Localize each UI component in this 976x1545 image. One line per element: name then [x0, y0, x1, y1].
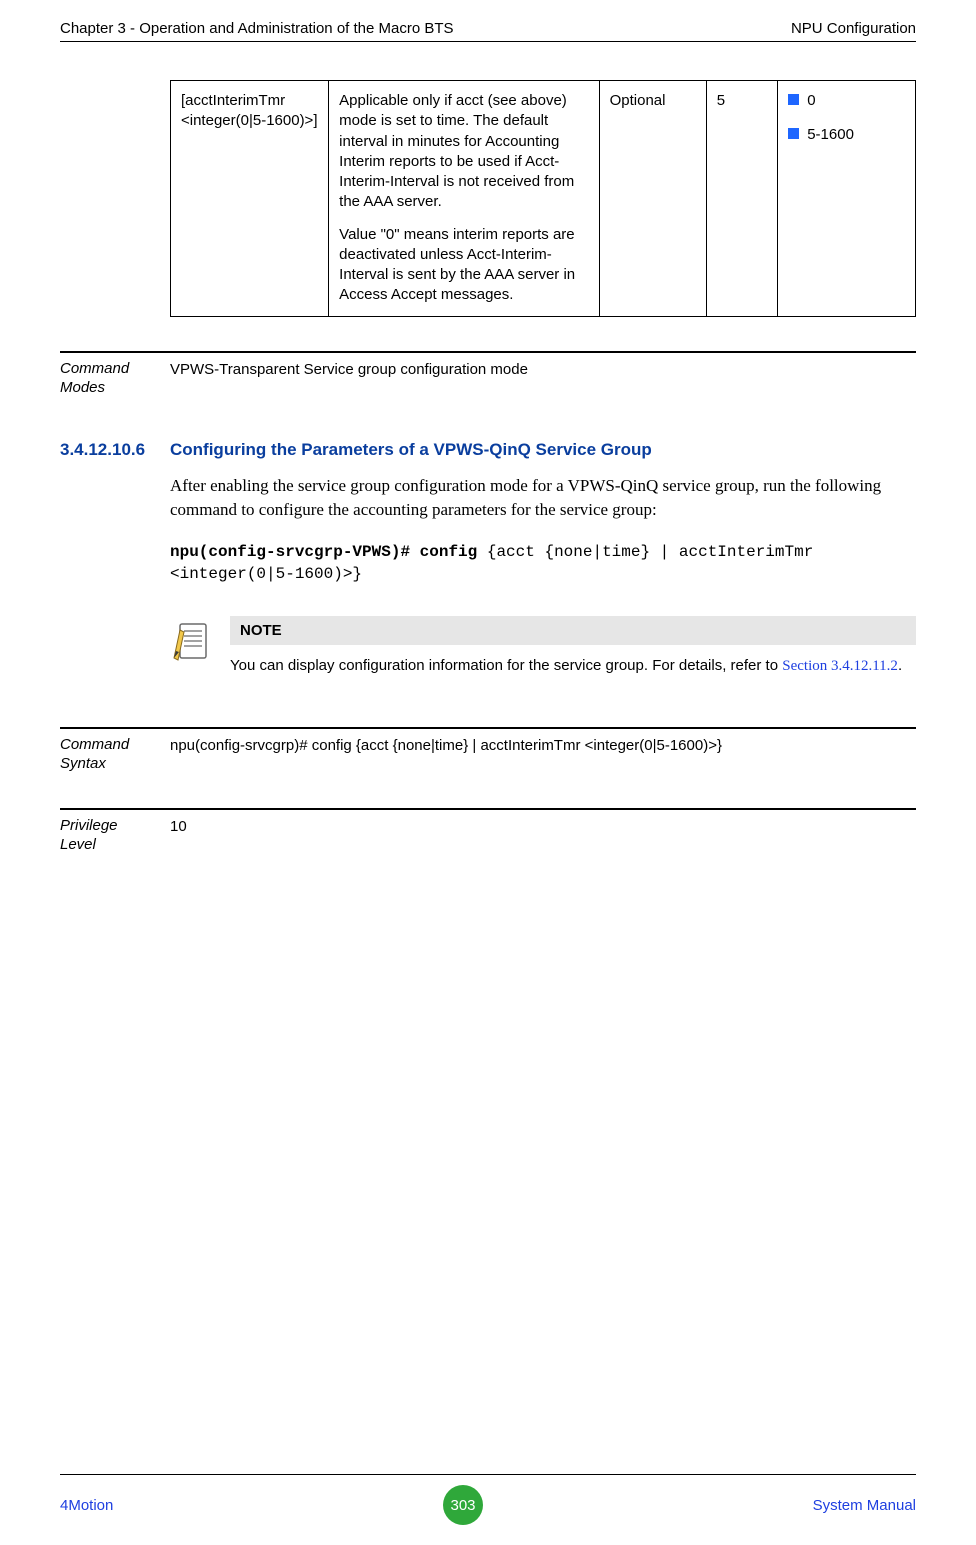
label-line: Syntax — [60, 754, 170, 774]
command-modes-value: VPWS-Transparent Service group configura… — [170, 359, 916, 398]
bullet-icon — [788, 94, 799, 105]
cmd-rest: {acct {none|time} | acctInterimTmr — [477, 543, 813, 561]
footer-rule — [60, 1474, 916, 1475]
label-line: Privilege — [60, 816, 170, 836]
note-text: You can display configuration informatio… — [230, 645, 916, 677]
parameter-table: [acctInterimTmr <integer(0|5-1600)>] App… — [170, 80, 916, 317]
note-icon-cell — [170, 616, 230, 677]
desc-para-1: Applicable only if acct (see above) mode… — [339, 91, 588, 213]
note-heading: NOTE — [230, 616, 916, 645]
table-row: [acctInterimTmr <integer(0|5-1600)>] App… — [171, 81, 916, 317]
privilege-level-block: Privilege Level 10 — [60, 808, 916, 855]
range-item: 0 — [788, 91, 905, 111]
presence-cell: Optional — [599, 81, 706, 317]
cmd-rest-line2: <integer(0|5-1600)>} — [170, 565, 362, 583]
privilege-level-label: Privilege Level — [60, 816, 170, 855]
command-syntax-value: npu(config-srvcgrp)# config {acct {none|… — [170, 735, 916, 774]
section-heading: 3.4.12.10.6 Configuring the Parameters o… — [60, 440, 916, 460]
note-block: NOTE You can display configuration infor… — [170, 616, 916, 677]
page-number-badge: 303 — [443, 1485, 483, 1525]
header-rule — [60, 41, 916, 42]
range-value: 5-1600 — [807, 125, 854, 145]
cmd-bold: npu(config-srvcgrp-VPWS)# config — [170, 543, 477, 561]
desc-para-2: Value "0" means interim reports are deac… — [339, 225, 588, 306]
command-modes-label: Command Modes — [60, 359, 170, 398]
footer-left: 4Motion — [60, 1497, 113, 1514]
label-line: Command — [60, 359, 170, 379]
command-syntax-block: Command Syntax npu(config-srvcgrp)# conf… — [60, 727, 916, 774]
note-body: NOTE You can display configuration infor… — [230, 616, 916, 677]
header-left: Chapter 3 - Operation and Administration… — [60, 20, 454, 37]
default-cell: 5 — [706, 81, 777, 317]
label-line: Command — [60, 735, 170, 755]
label-line: Modes — [60, 378, 170, 398]
note-text-before: You can display configuration informatio… — [230, 657, 782, 674]
desc-cell: Applicable only if acct (see above) mode… — [329, 81, 599, 317]
header-right: NPU Configuration — [791, 20, 916, 37]
param-cell: [acctInterimTmr <integer(0|5-1600)>] — [171, 81, 329, 317]
page-footer: 4Motion 303 System Manual — [60, 1474, 916, 1525]
footer-right: System Manual — [813, 1497, 916, 1514]
note-link[interactable]: Section 3.4.12.11.2 — [782, 658, 898, 674]
bullet-icon — [788, 128, 799, 139]
section-number: 3.4.12.10.6 — [60, 440, 170, 460]
range-cell: 0 5-1600 — [778, 81, 916, 317]
section-title: Configuring the Parameters of a VPWS-Qin… — [170, 440, 652, 460]
command-syntax-label: Command Syntax — [60, 735, 170, 774]
label-line: Level — [60, 835, 170, 855]
note-text-after: . — [898, 657, 902, 674]
section-paragraph: After enabling the service group configu… — [170, 474, 916, 523]
command-modes-block: Command Modes VPWS-Transparent Service g… — [60, 351, 916, 398]
note-icon — [170, 620, 214, 664]
range-value: 0 — [807, 91, 815, 111]
range-item: 5-1600 — [788, 125, 905, 145]
command-example: npu(config-srvcgrp-VPWS)# config {acct {… — [170, 541, 916, 586]
privilege-level-value: 10 — [170, 816, 916, 855]
